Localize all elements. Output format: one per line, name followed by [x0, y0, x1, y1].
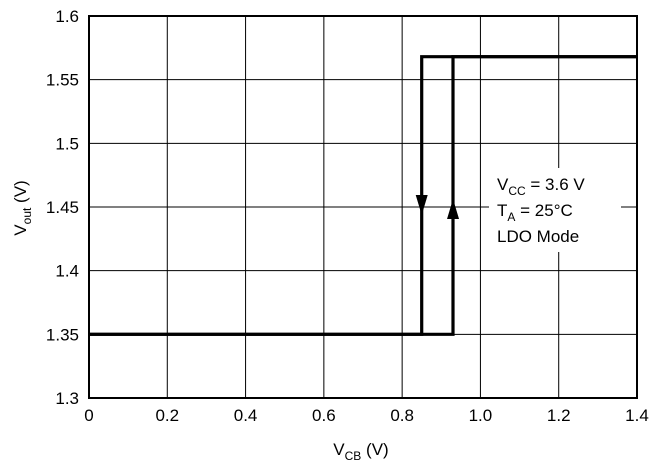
series-falling-arrow — [415, 195, 428, 215]
y-tick-label: 1.3 — [55, 389, 79, 408]
series-layer — [89, 55, 637, 336]
annotation-mode: LDO Mode — [497, 227, 579, 246]
y-tick-label: 1.45 — [46, 198, 79, 217]
x-tick-label: 1.4 — [625, 406, 649, 425]
series-rising-line — [89, 55, 637, 336]
y-axis-label: Vout (V) — [11, 180, 34, 235]
y-tick-label: 1.55 — [46, 71, 79, 90]
x-tick-label: 1.2 — [547, 406, 571, 425]
y-tick-label: 1.6 — [55, 7, 79, 26]
x-tick-label: 0 — [84, 406, 93, 425]
x-tick-label: 1.0 — [469, 406, 493, 425]
plot-frame — [88, 15, 638, 399]
y-tick-label: 1.5 — [55, 134, 79, 153]
y-tick-label: 1.35 — [46, 325, 79, 344]
axes: 0 0.2 0.4 0.6 0.8 1.0 1.2 1.4 1.3 1.35 1.4 1.45 1.5 1… — [46, 7, 649, 425]
x-tick-label: 0.2 — [155, 406, 179, 425]
x-tick-label: 0.8 — [390, 406, 414, 425]
x-axis-label: VCB (V) — [333, 440, 388, 463]
annotation-vcc: VCC = 3.6 V — [497, 175, 585, 198]
x-tick-label: 0.4 — [234, 406, 258, 425]
x-tick-label: 0.6 — [312, 406, 336, 425]
y-tick-label: 1.4 — [55, 262, 79, 281]
series-rising-arrow — [447, 199, 460, 219]
annotation-ta: TA = 25°C — [497, 201, 573, 224]
grid — [88, 15, 638, 399]
annotation-background — [489, 168, 621, 252]
